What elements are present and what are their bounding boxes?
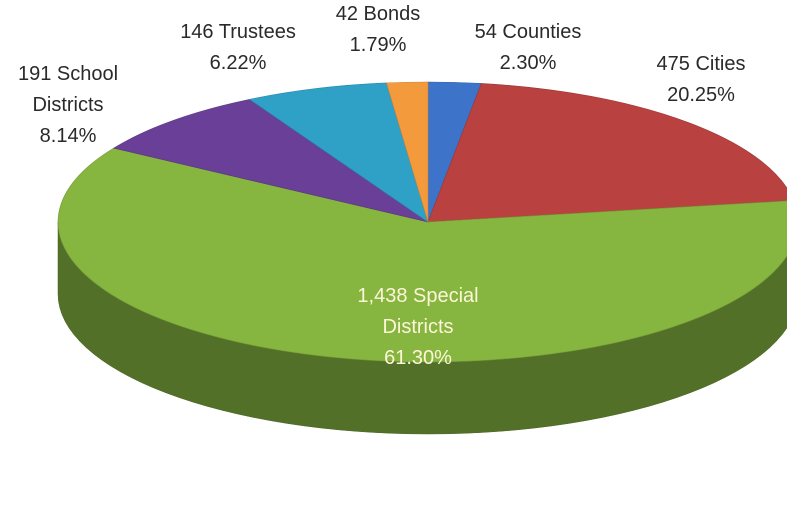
slice-label-counties: 54 Counties 2.30% [475, 21, 582, 74]
slice-label-line: Districts [32, 94, 103, 116]
slice-label-cities: 475 Cities 20.25% [657, 53, 746, 106]
slice-label-line: 1.79% [350, 34, 407, 56]
slice-label-line: 61.30% [384, 347, 452, 369]
slice-label-line: 475 Cities [657, 53, 746, 75]
slice-label-line: Districts [382, 316, 453, 338]
pie-slice-special-districts [57, 147, 787, 363]
pie-slice-cities [427, 83, 787, 223]
slice-label-line: 8.14% [40, 125, 97, 147]
pie-tops [57, 81, 787, 363]
slice-label-line: 42 Bonds [336, 3, 421, 25]
pie-slice-bonds [386, 81, 429, 223]
slice-label-line: 1,438 Special [357, 285, 478, 307]
pie-labels: 54 Counties 2.30% 475 Cities 20.25% 1,438 Sp… [18, 3, 746, 369]
slice-label-line: 54 Counties [475, 21, 582, 43]
slice-label-line: 146 Trustees [180, 21, 296, 43]
slice-label-line: 20.25% [667, 84, 735, 106]
slice-label-line: 6.22% [210, 52, 267, 74]
slice-label-special-districts: 1,438 Special Districts 61.30% [357, 285, 478, 369]
slice-label-trustees: 146 Trustees 6.22% [180, 21, 296, 74]
pie-slice-school-districts [112, 99, 429, 223]
slice-label-bonds: 42 Bonds 1.79% [336, 3, 421, 56]
slice-label-line: 191 School [18, 63, 118, 85]
slice-label-school-districts: 191 School Districts 8.14% [18, 63, 118, 147]
slice-label-line: 2.30% [500, 52, 557, 74]
pie-slice-trustees [248, 82, 429, 223]
